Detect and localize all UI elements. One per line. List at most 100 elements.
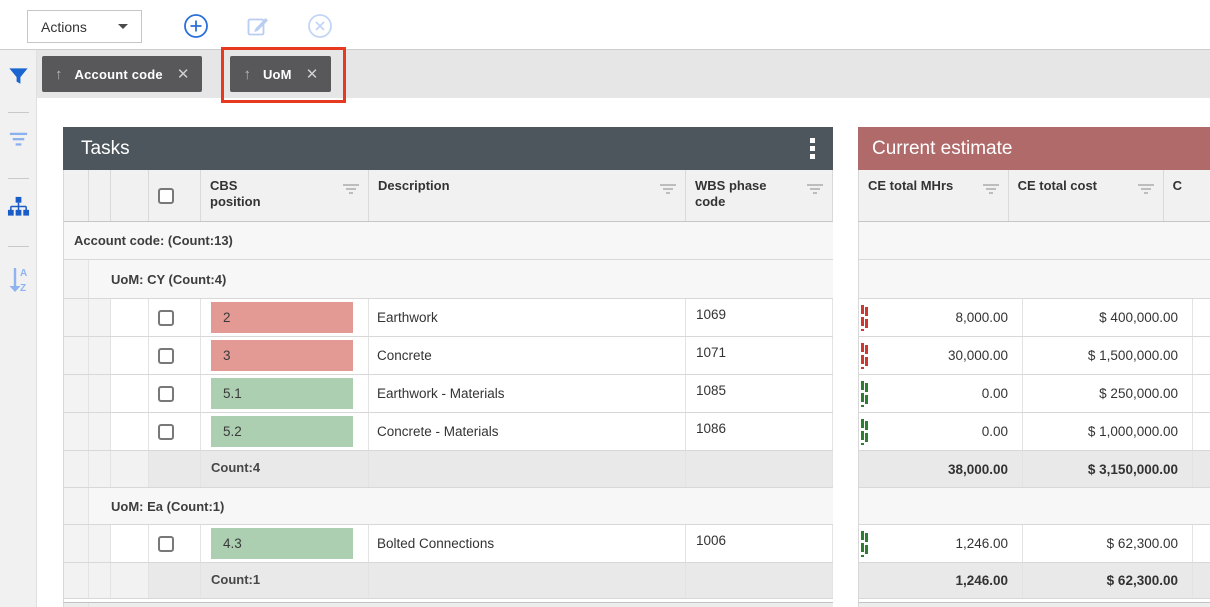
sort-az-icon[interactable]: A Z — [7, 265, 30, 295]
column-header-cbs-position[interactable]: CBS position — [201, 170, 369, 221]
description-cell[interactable]: Earthwork — [369, 299, 686, 336]
spacer-cell — [1193, 413, 1210, 450]
ce-total-mhrs-value: 0.00 — [981, 386, 1008, 401]
cbs-position-cell[interactable]: 5.1 — [201, 375, 369, 412]
task-row: 2 Earthwork 1069 — [63, 299, 833, 337]
sort-ascending-icon[interactable]: ↑ — [243, 65, 251, 83]
ce-total-cost-cell[interactable]: $ 1,500,000.00 — [1023, 337, 1193, 374]
cbs-position-value[interactable]: 3 — [211, 340, 353, 371]
ce-total-mhrs-cell[interactable]: 1,246.00 — [859, 525, 1023, 562]
estimate-row: 8,000.00 $ 400,000.00 — [858, 299, 1210, 337]
indent-cell — [64, 451, 89, 487]
column-header-clipped[interactable]: C — [1164, 170, 1210, 221]
group-subtotal-row: 38,000.00 $ 3,150,000.00 — [858, 451, 1210, 488]
ce-total-mhrs-value: 8,000.00 — [955, 310, 1008, 325]
indent-cell — [111, 299, 149, 336]
ce-total-cost-cell[interactable]: $ 250,000.00 — [1023, 375, 1193, 412]
actions-button-label: Actions — [41, 18, 87, 35]
group-count-label: Count:4 — [201, 451, 369, 487]
column-header-description[interactable]: Description — [369, 170, 686, 221]
svg-text:A: A — [20, 268, 27, 279]
ce-total-cost-cell[interactable]: $ 1,000,000.00 — [1023, 413, 1193, 450]
column-header-ce-total-mhrs[interactable]: CE total MHrs — [859, 170, 1009, 221]
wbs-phase-code-cell[interactable]: 1069 — [686, 299, 833, 336]
remove-chip-icon[interactable]: ✕ — [305, 66, 319, 83]
column-header-label: CBS position — [210, 178, 261, 210]
ce-total-mhrs-cell[interactable]: 30,000.00 — [859, 337, 1023, 374]
cbs-position-cell[interactable]: 5.2 — [201, 413, 369, 450]
column-header-wbs-phase-code[interactable]: WBS phase code — [686, 170, 833, 221]
column-filter-icon[interactable] — [342, 183, 360, 195]
description-cell[interactable]: Concrete — [369, 337, 686, 374]
row-checkbox[interactable] — [158, 385, 174, 402]
sort-ascending-icon[interactable]: ↑ — [55, 65, 63, 83]
cancel-icon[interactable] — [307, 13, 333, 39]
row-checkbox[interactable] — [158, 423, 174, 440]
tasks-panel-title: Tasks — [81, 137, 130, 159]
row-checkbox[interactable] — [158, 309, 174, 326]
description-cell[interactable]: Bolted Connections — [369, 525, 686, 562]
estimate-row: 0.00 $ 1,000,000.00 — [858, 413, 1210, 451]
group-chip-account-code[interactable]: ↑ Account code ✕ — [42, 56, 203, 92]
wbs-phase-code-cell[interactable]: 1085 — [686, 375, 833, 412]
subtotal-mhrs-cell: 1,246.00 — [859, 563, 1023, 598]
indent-cell — [89, 337, 111, 374]
column-filter-icon[interactable] — [659, 183, 677, 195]
column-header-label: CE total MHrs — [868, 178, 954, 193]
actions-button[interactable]: Actions — [27, 10, 142, 43]
cbs-position-cell[interactable]: 4.3 — [201, 525, 369, 562]
ce-total-cost-cell[interactable]: $ 400,000.00 — [1023, 299, 1193, 336]
task-row: 5.1 Earthwork - Materials 1085 — [63, 375, 833, 413]
clipped-next-row — [63, 602, 833, 607]
add-icon[interactable] — [183, 13, 209, 39]
filter-rows-icon[interactable] — [7, 127, 30, 150]
indent-cell — [89, 525, 111, 562]
cbs-position-value[interactable]: 4.3 — [211, 528, 353, 559]
spacer-cell — [1193, 299, 1210, 336]
filter-icon[interactable] — [7, 65, 30, 88]
description-cell[interactable]: Earthwork - Materials — [369, 375, 686, 412]
indent-cell — [64, 488, 89, 524]
ce-total-cost-cell[interactable]: $ 62,300.00 — [1023, 525, 1193, 562]
cbs-position-value[interactable]: 5.1 — [211, 378, 353, 409]
column-filter-icon[interactable] — [1137, 183, 1155, 195]
group-row-uom-ea[interactable]: UoM: Ea (Count:1) — [63, 488, 833, 525]
wbs-phase-code-cell[interactable]: 1006 — [686, 525, 833, 562]
group-count-label: Count:1 — [201, 563, 369, 598]
ce-total-mhrs-cell[interactable]: 0.00 — [859, 375, 1023, 412]
kebab-menu-icon[interactable] — [806, 134, 819, 163]
hierarchy-icon[interactable] — [7, 195, 30, 218]
row-checkbox[interactable] — [158, 347, 174, 364]
variance-indicator-icon — [861, 343, 870, 369]
group-chip-label: UoM — [262, 66, 292, 82]
group-row-uom-cy[interactable]: UoM: CY (Count:4) — [63, 260, 833, 299]
remove-chip-icon[interactable]: ✕ — [176, 66, 190, 83]
ce-total-mhrs-cell[interactable]: 8,000.00 — [859, 299, 1023, 336]
spacer-cell — [1193, 375, 1210, 412]
cbs-position-value[interactable]: 2 — [211, 302, 353, 333]
spacer-cell — [1193, 337, 1210, 374]
task-row: 5.2 Concrete - Materials 1086 — [63, 413, 833, 451]
clipped-next-row — [858, 602, 1210, 607]
cbs-position-cell[interactable]: 2 — [201, 299, 369, 336]
group-chip-uom[interactable]: ↑ UoM ✕ — [230, 56, 332, 92]
column-header-ce-total-cost[interactable]: CE total cost — [1009, 170, 1164, 221]
edit-icon[interactable] — [245, 13, 271, 39]
description-cell[interactable]: Concrete - Materials — [369, 413, 686, 450]
indent-cell — [111, 563, 149, 598]
row-gap — [858, 599, 1210, 602]
header-spacer-cell — [111, 170, 149, 221]
column-filter-icon[interactable] — [806, 183, 824, 195]
indent-cell — [111, 525, 149, 562]
cbs-position-value[interactable]: 5.2 — [211, 416, 353, 447]
cbs-position-cell[interactable]: 3 — [201, 337, 369, 374]
ce-total-mhrs-cell[interactable]: 0.00 — [859, 413, 1023, 450]
column-filter-icon[interactable] — [982, 183, 1000, 195]
group-row-account-code[interactable]: Account code: (Count:13) — [63, 222, 833, 260]
wbs-phase-code-cell[interactable]: 1086 — [686, 413, 833, 450]
header-spacer-cell — [89, 170, 111, 221]
subtotal-mhrs-cell: 38,000.00 — [859, 451, 1023, 487]
select-all-checkbox[interactable] — [158, 187, 174, 204]
row-checkbox[interactable] — [158, 535, 174, 552]
wbs-phase-code-cell[interactable]: 1071 — [686, 337, 833, 374]
